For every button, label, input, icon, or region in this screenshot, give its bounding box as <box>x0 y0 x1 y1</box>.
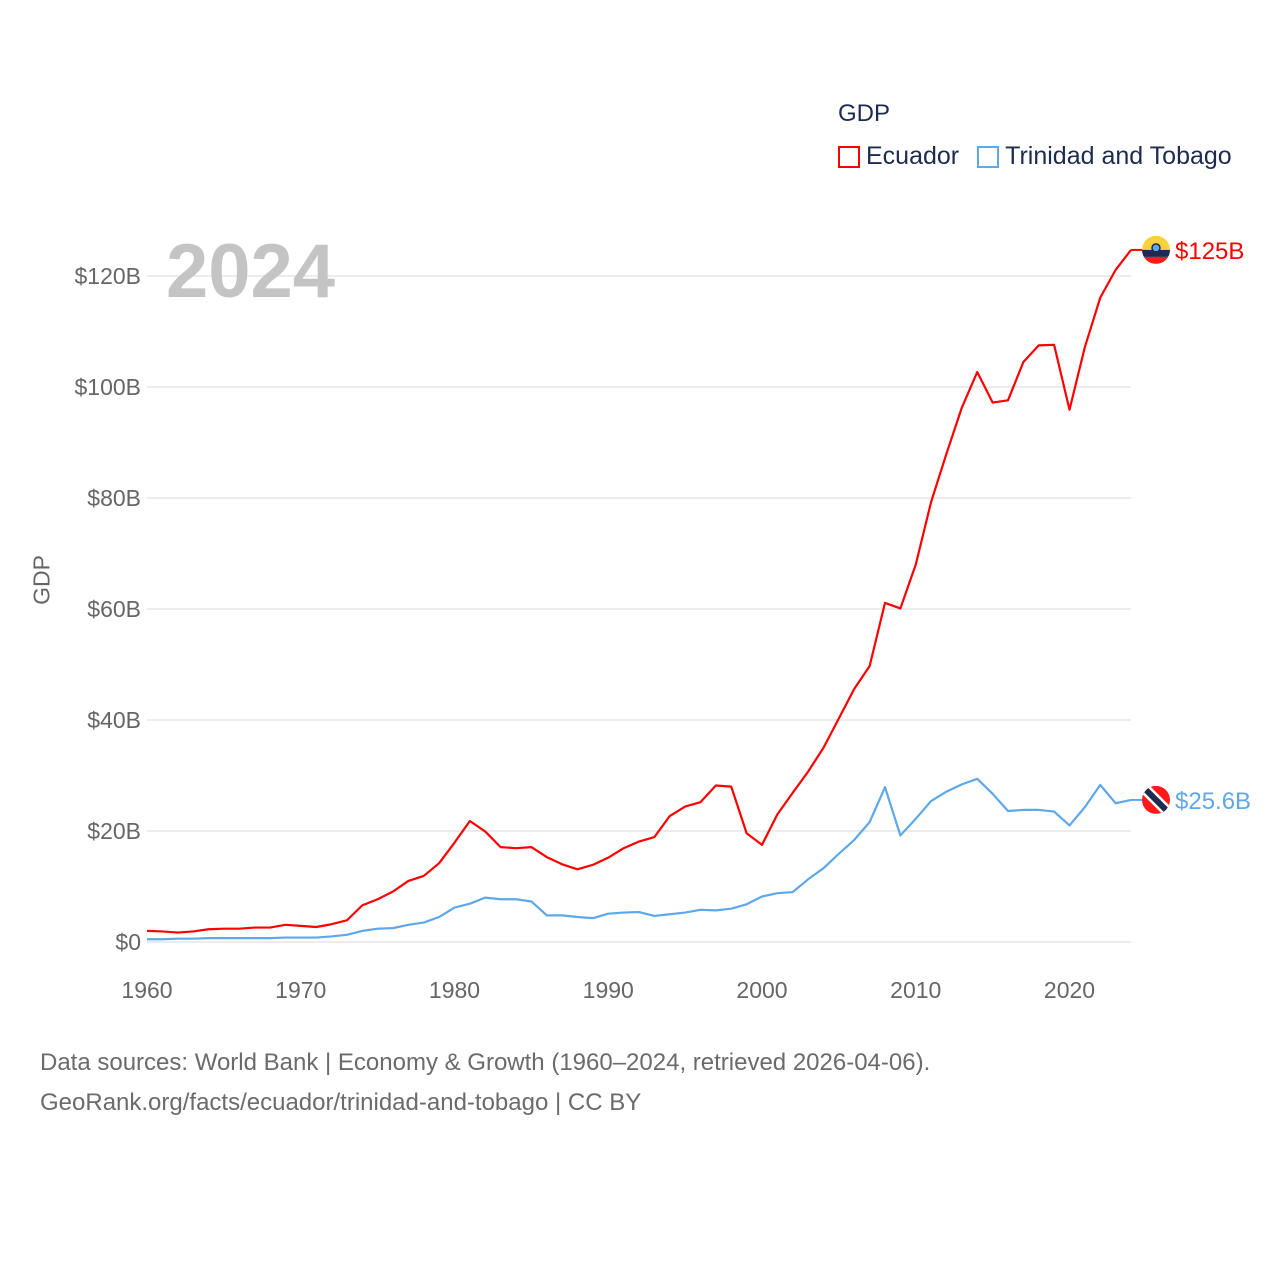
y-tick-label: $60B <box>87 596 141 622</box>
legend-swatch-ecuador <box>838 145 860 168</box>
ecuador-flag-icon <box>1142 235 1170 264</box>
end-value-label: $25.6B <box>1175 788 1251 815</box>
legend-label-trinidad: Trinidad and Tobago <box>1005 142 1232 170</box>
legend-title: GDP <box>838 100 891 127</box>
legend-swatch-trinidad <box>977 145 1000 168</box>
x-tick-label: 2020 <box>1044 977 1095 1003</box>
end-value-label: $125B <box>1175 238 1244 265</box>
y-tick-label: $100B <box>74 374 141 400</box>
x-tick-label: 1990 <box>583 977 634 1003</box>
y-tick-label: $0 <box>115 929 141 955</box>
x-tick-label: 2000 <box>736 977 787 1003</box>
series-line-trinidad <box>147 777 1132 941</box>
legend-label-ecuador: Ecuador <box>866 142 960 170</box>
x-tick-label: 1960 <box>121 977 172 1003</box>
y-tick-label: $120B <box>74 263 141 289</box>
legend: Ecuador Trinidad and Tobago <box>838 142 1232 171</box>
x-tick-label: 2010 <box>890 977 941 1003</box>
footer: Data sources: World Bank | Economy & Gro… <box>40 1043 930 1123</box>
y-tick-label: $20B <box>87 818 141 844</box>
source-link[interactable]: GeoRank.org/facts/ecuador/trinidad-and-t… <box>40 1089 642 1116</box>
x-tick-label: 1980 <box>429 977 480 1003</box>
series-line-ecuador <box>146 249 1132 934</box>
legend-item-ecuador[interactable]: Ecuador <box>838 142 959 171</box>
trinidad-flag-icon <box>1142 785 1170 814</box>
year-label: 2024 <box>166 229 336 314</box>
x-tick-label: 1970 <box>275 977 326 1003</box>
y-tick-label: $80B <box>87 485 141 511</box>
y-axis-label: GDP <box>28 555 55 605</box>
data-sources: Data sources: World Bank | Economy & Gro… <box>40 1049 931 1076</box>
legend-item-trinidad[interactable]: Trinidad and Tobago <box>977 142 1232 171</box>
y-tick-label: $40B <box>87 707 141 733</box>
